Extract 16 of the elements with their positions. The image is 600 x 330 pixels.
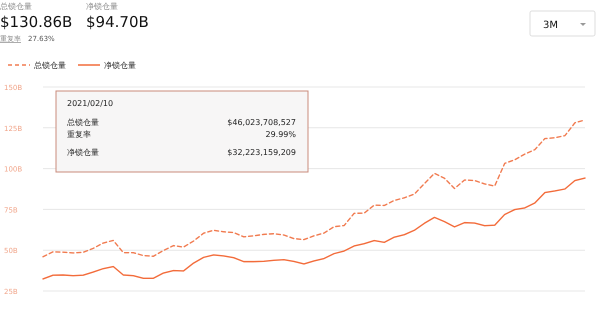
annotation: 2021/02/10	[67, 99, 114, 108]
text: $94.70B	[86, 13, 149, 31]
line-series	[42, 119, 586, 258]
text: 净锁仓量	[86, 2, 118, 11]
text: 总锁仓量	[0, 2, 32, 11]
annotation: $46,023,708,527	[227, 118, 296, 127]
annotation: 净锁仓量	[67, 148, 99, 157]
annotation: $32,223,159,209	[227, 148, 296, 157]
annotation: 重复率	[67, 130, 91, 139]
legend-label: 净锁仓量	[104, 61, 136, 70]
text: 3M	[543, 20, 558, 31]
annotation: 29.99%	[265, 130, 296, 139]
line-series	[42, 177, 586, 280]
annotation: 总锁仓量	[66, 118, 99, 127]
legend-label: 总锁仓量	[33, 61, 66, 70]
text: $130.86B	[0, 13, 72, 31]
